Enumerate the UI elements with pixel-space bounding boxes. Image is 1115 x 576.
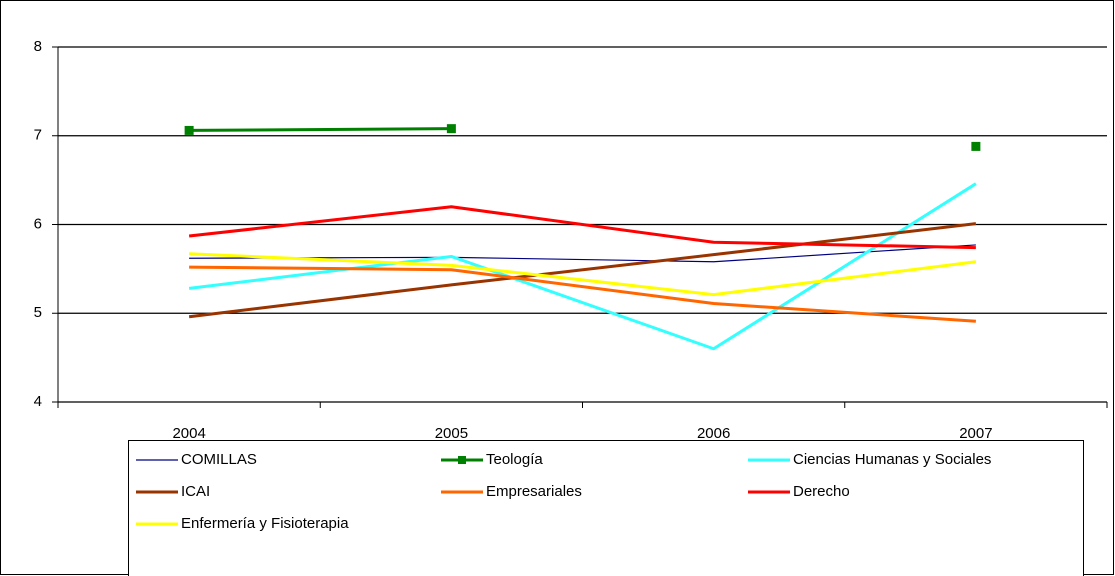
marker bbox=[971, 141, 981, 151]
legend-label: Ciencias Humanas y Sociales bbox=[793, 451, 991, 468]
series-line bbox=[189, 244, 976, 263]
x-tick-label: 2006 bbox=[697, 425, 730, 442]
x-tick-label: 2007 bbox=[959, 425, 992, 442]
legend-label: Empresariales bbox=[486, 483, 582, 500]
series-line bbox=[189, 265, 976, 323]
x-tick-label: 2005 bbox=[435, 425, 468, 442]
legend-label: Derecho bbox=[793, 483, 850, 500]
y-tick-label: 7 bbox=[34, 127, 42, 144]
marker bbox=[184, 125, 194, 135]
y-tick-label: 8 bbox=[34, 38, 42, 55]
legend-label: ICAI bbox=[181, 483, 210, 500]
legend-label: Enfermería y Fisioterapia bbox=[181, 515, 349, 532]
legend-label: COMILLAS bbox=[181, 451, 257, 468]
series-line bbox=[188, 182, 977, 351]
marker bbox=[446, 124, 456, 134]
y-tick-label: 5 bbox=[34, 304, 42, 321]
series-line bbox=[188, 205, 976, 250]
legend-box bbox=[128, 440, 1084, 576]
y-tick-label: 4 bbox=[34, 393, 42, 410]
legend-marker bbox=[458, 456, 466, 464]
x-tick-label: 2004 bbox=[172, 425, 205, 442]
y-tick-label: 6 bbox=[34, 215, 42, 232]
legend-label: Teología bbox=[486, 451, 543, 468]
series-line bbox=[189, 252, 977, 297]
series-line bbox=[188, 222, 977, 319]
